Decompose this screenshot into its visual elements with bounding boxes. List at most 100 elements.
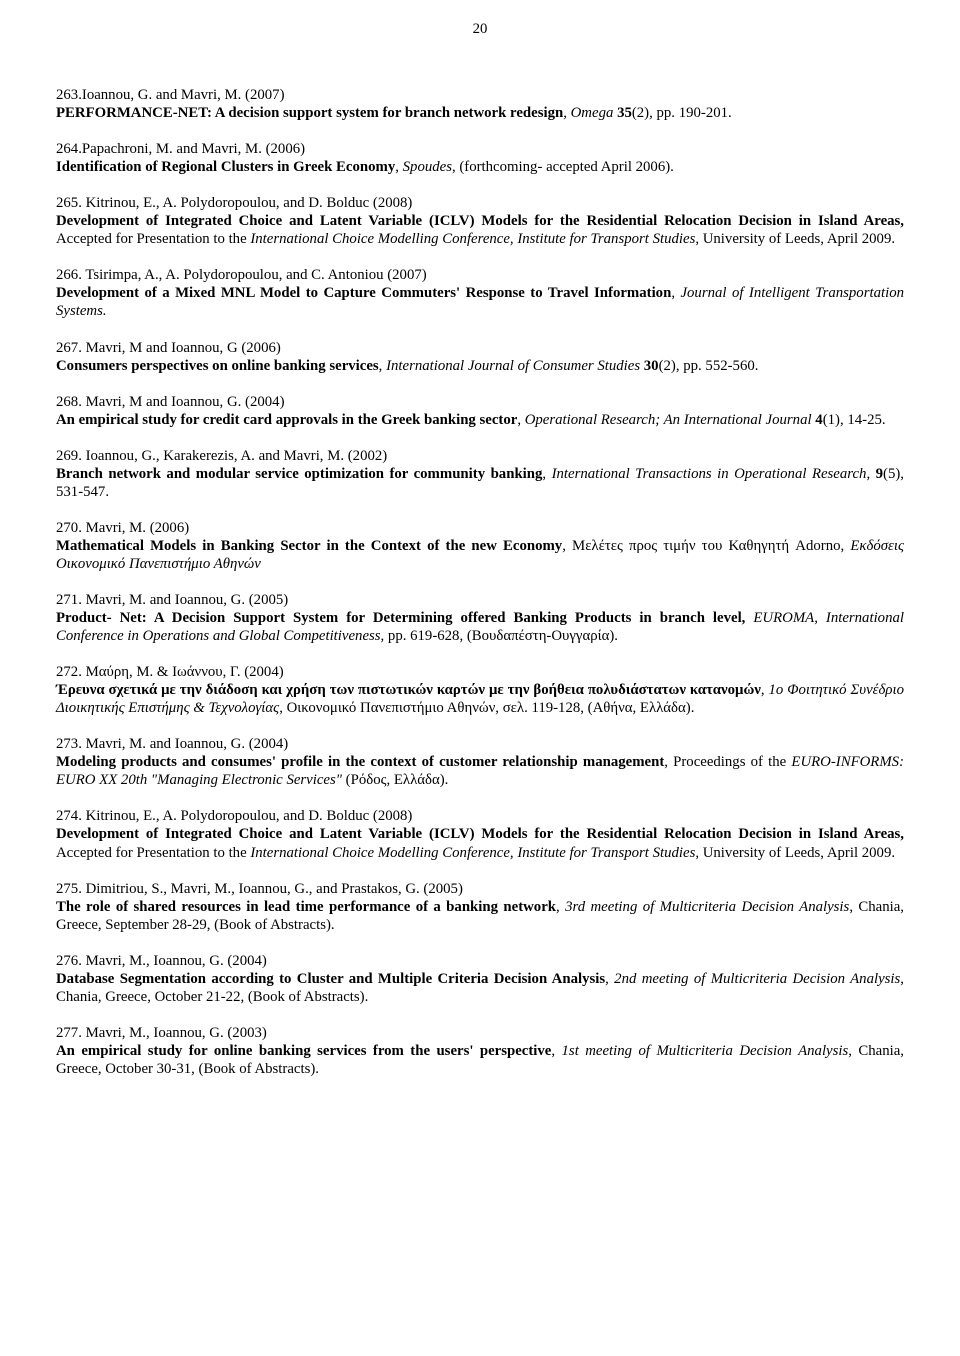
entry-volume: 35 xyxy=(617,105,632,121)
entry-citation: Mathematical Models in Banking Sector in… xyxy=(56,537,904,573)
entry-text: , xyxy=(761,682,769,698)
entry-text: , xyxy=(605,971,614,987)
entry-citation: Identification of Regional Clusters in G… xyxy=(56,158,904,176)
entry-tail: , (forthcoming- accepted April 2006). xyxy=(452,159,674,175)
entry-title: Έρευνα σχετικά με την διάδοση και χρήση … xyxy=(56,682,761,698)
entry-title: Identification of Regional Clusters in G… xyxy=(56,159,395,175)
bibliography-entry: 277. Mavri, M., Ioannou, G. (2003)An emp… xyxy=(56,1024,904,1078)
entry-authors: 273. Mavri, M. and Ioannou, G. (2004) xyxy=(56,735,904,753)
bibliography-entry: 275. Dimitriou, S., Mavri, M., Ioannou, … xyxy=(56,880,904,934)
entry-authors: 276. Mavri, M., Ioannou, G. (2004) xyxy=(56,952,904,970)
entry-citation: Development of Integrated Choice and Lat… xyxy=(56,825,904,861)
entry-tail: (1), 14-25. xyxy=(823,412,886,428)
entry-text: , xyxy=(395,159,402,175)
entry-tail: (Ρόδος, Ελλάδα). xyxy=(346,772,449,788)
entry-text: , xyxy=(542,466,551,482)
entry-title: Development of Integrated Choice and Lat… xyxy=(56,213,904,229)
entry-journal: International Choice Modelling Conferenc… xyxy=(250,231,695,247)
entry-journal: Omega xyxy=(571,105,617,121)
entry-citation: Development of a Mixed MNL Model to Capt… xyxy=(56,284,904,320)
entry-journal: Operational Research; An International J… xyxy=(525,412,816,428)
bibliography-entry: 271. Mavri, M. and Ioannou, G. (2005)Pro… xyxy=(56,591,904,645)
bibliography-entry: 265. Kitrinou, E., A. Polydoropoulou, an… xyxy=(56,194,904,248)
entry-citation: Branch network and modular service optim… xyxy=(56,465,904,501)
entry-citation: Product- Net: A Decision Support System … xyxy=(56,609,904,645)
entry-title: Database Segmentation according to Clust… xyxy=(56,971,605,987)
entry-title: Development of Integrated Choice and Lat… xyxy=(56,826,904,842)
entry-authors: 264.Papachroni, M. and Mavri, M. (2006) xyxy=(56,140,904,158)
entry-title: PERFORMANCE-NET: A decision support syst… xyxy=(56,105,563,121)
bibliography-entry: 274. Kitrinou, E., A. Polydoropoulou, an… xyxy=(56,807,904,861)
entry-authors: 271. Mavri, M. and Ioannou, G. (2005) xyxy=(56,591,904,609)
entry-authors: 267. Mavri, M and Ioannou, G (2006) xyxy=(56,339,904,357)
entry-journal: International Journal of Consumer Studie… xyxy=(386,358,644,374)
bibliography-entry: 268. Mavri, M and Ioannou, G. (2004)An e… xyxy=(56,393,904,429)
entry-title: An empirical study for online banking se… xyxy=(56,1043,551,1059)
entry-volume: 4 xyxy=(815,412,822,428)
entry-tail: , University of Leeds, April 2009. xyxy=(695,231,895,247)
entry-tail: , Οικονομικό Πανεπιστήμιο Αθηνών, σελ. 1… xyxy=(279,700,694,716)
entry-authors: 275. Dimitriou, S., Mavri, M., Ioannou, … xyxy=(56,880,904,898)
bibliography-entry: 269. Ioannou, G., Karakerezis, A. and Ma… xyxy=(56,447,904,501)
entry-authors: 263.Ioannou, G. and Mavri, M. (2007) xyxy=(56,86,904,104)
entry-tail: , pp. 619-628, (Βουδαπέστη-Ουγγαρία). xyxy=(381,628,618,644)
entry-authors: 269. Ioannou, G., Karakerezis, A. and Ma… xyxy=(56,447,904,465)
entry-text: Accepted for Presentation to the xyxy=(56,845,250,861)
entry-title: An empirical study for credit card appro… xyxy=(56,412,517,428)
entry-tail: , University of Leeds, April 2009. xyxy=(695,845,895,861)
entry-text: , xyxy=(379,358,386,374)
entry-citation: Database Segmentation according to Clust… xyxy=(56,970,904,1006)
entry-citation: Modeling products and consumes' profile … xyxy=(56,753,904,789)
entry-citation: The role of shared resources in lead tim… xyxy=(56,898,904,934)
entry-title: Branch network and modular service optim… xyxy=(56,466,542,482)
entry-text: , xyxy=(517,412,524,428)
bibliography-entry: 272. Μαύρη, Μ. & Ιωάννου, Γ. (2004)Έρευν… xyxy=(56,663,904,717)
entry-journal: 1st meeting of Multicriteria Decision An… xyxy=(562,1043,849,1059)
entry-authors: 265. Kitrinou, E., A. Polydoropoulou, an… xyxy=(56,194,904,212)
entry-text: , xyxy=(563,105,570,121)
bibliography-entry: 273. Mavri, M. and Ioannou, G. (2004)Mod… xyxy=(56,735,904,789)
entry-title: Product- Net: A Decision Support System … xyxy=(56,610,753,626)
entry-citation: Έρευνα σχετικά με την διάδοση και χρήση … xyxy=(56,681,904,717)
entry-text: Accepted for Presentation to the xyxy=(56,231,250,247)
bibliography-entry: 264.Papachroni, M. and Mavri, M. (2006)I… xyxy=(56,140,904,176)
page-number: 20 xyxy=(56,20,904,38)
entry-authors: 270. Mavri, M. (2006) xyxy=(56,519,904,537)
document-page: 20 263.Ioannou, G. and Mavri, M. (2007)P… xyxy=(0,0,960,1356)
entry-authors: 272. Μαύρη, Μ. & Ιωάννου, Γ. (2004) xyxy=(56,663,904,681)
entry-journal: Spoudes xyxy=(403,159,452,175)
bibliography-entry: 267. Mavri, M and Ioannou, G (2006)Consu… xyxy=(56,339,904,375)
entry-title: The role of shared resources in lead tim… xyxy=(56,899,556,915)
entry-journal: 2nd meeting of Multicriteria Decision An… xyxy=(614,971,900,987)
bibliography-entry: 263.Ioannou, G. and Mavri, M. (2007)PERF… xyxy=(56,86,904,122)
entry-title: Modeling products and consumes' profile … xyxy=(56,754,664,770)
entry-authors: 277. Mavri, M., Ioannou, G. (2003) xyxy=(56,1024,904,1042)
entry-authors: 274. Kitrinou, E., A. Polydoropoulou, an… xyxy=(56,807,904,825)
entry-journal: International Transactions in Operationa… xyxy=(552,466,867,482)
entry-title: Development of a Mixed MNL Model to Capt… xyxy=(56,285,671,301)
entry-text: , xyxy=(556,899,565,915)
entry-citation: Consumers perspectives on online banking… xyxy=(56,357,904,375)
entry-volume: 30 xyxy=(644,358,659,374)
entry-text: , xyxy=(866,466,875,482)
entry-text: , xyxy=(551,1043,561,1059)
entry-journal: International Choice Modelling Conferenc… xyxy=(250,845,695,861)
entry-title: Consumers perspectives on online banking… xyxy=(56,358,379,374)
entry-tail: (2), pp. 552-560. xyxy=(659,358,759,374)
entry-authors: 266. Tsirimpa, A., A. Polydoropoulou, an… xyxy=(56,266,904,284)
entry-title: Mathematical Models in Banking Sector in… xyxy=(56,538,562,554)
entry-tail: (2), pp. 190-201. xyxy=(632,105,732,121)
bibliography-entry: 266. Tsirimpa, A., A. Polydoropoulou, an… xyxy=(56,266,904,320)
entry-authors: 268. Mavri, M and Ioannou, G. (2004) xyxy=(56,393,904,411)
entry-citation: Development of Integrated Choice and Lat… xyxy=(56,212,904,248)
bibliography-entry: 276. Mavri, M., Ioannou, G. (2004)Databa… xyxy=(56,952,904,1006)
entry-volume: 9 xyxy=(876,466,883,482)
entry-citation: An empirical study for credit card appro… xyxy=(56,411,904,429)
entry-citation: PERFORMANCE-NET: A decision support syst… xyxy=(56,104,904,122)
entries-list: 263.Ioannou, G. and Mavri, M. (2007)PERF… xyxy=(56,86,904,1078)
bibliography-entry: 270. Mavri, M. (2006)Mathematical Models… xyxy=(56,519,904,573)
entry-citation: An empirical study for online banking se… xyxy=(56,1042,904,1078)
entry-text: , Proceedings of the xyxy=(664,754,791,770)
entry-text: , Μελέτες προς τιμήν του Καθηγητή Adorno… xyxy=(562,538,850,554)
entry-journal: 3rd meeting of Multicriteria Decision An… xyxy=(565,899,849,915)
